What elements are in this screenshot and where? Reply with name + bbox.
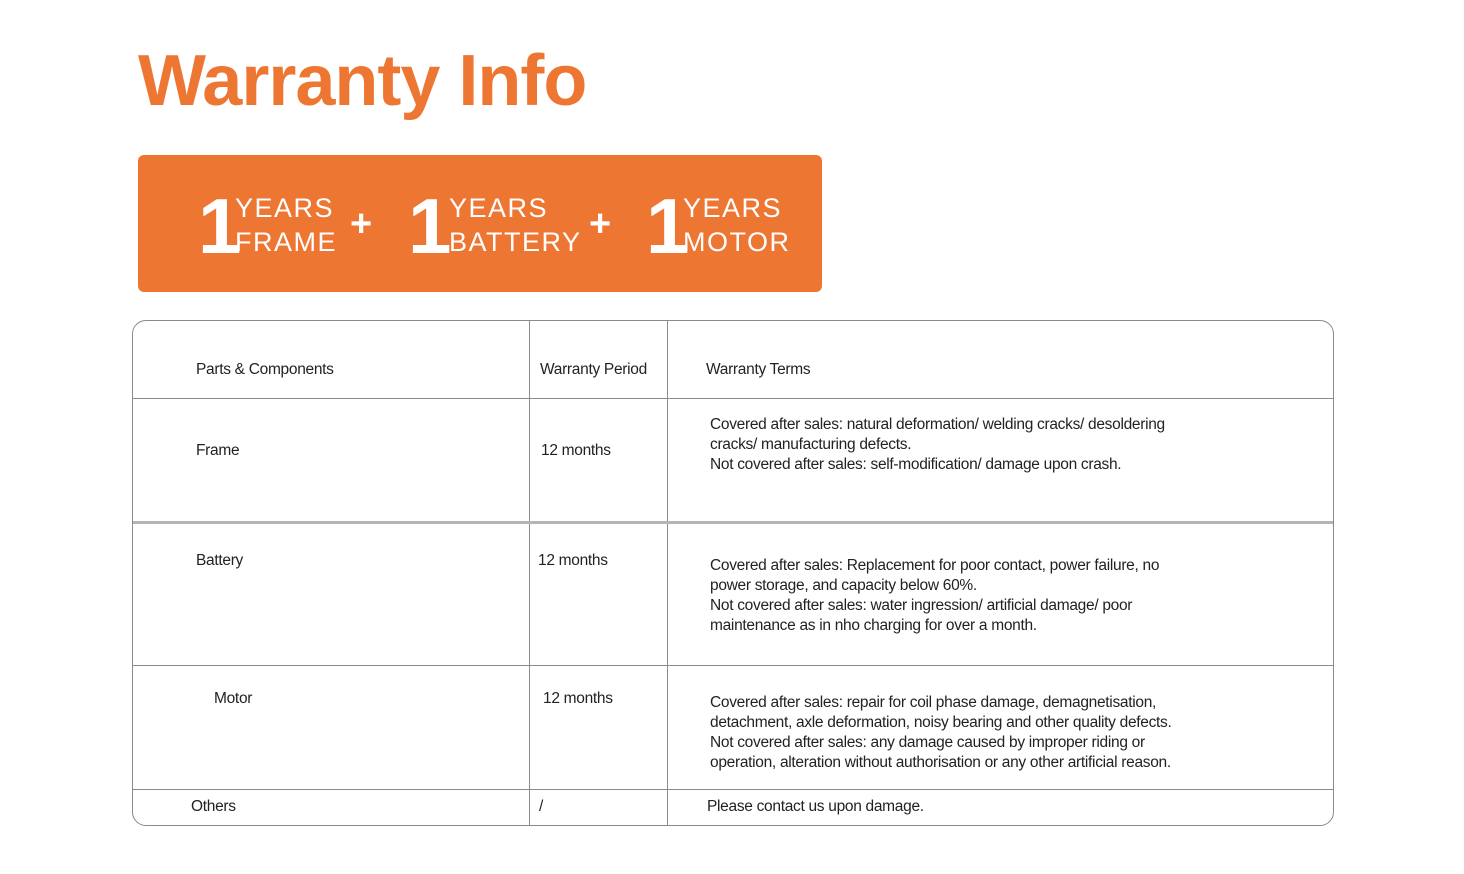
row-divider	[133, 521, 1333, 524]
row-divider	[133, 789, 1333, 790]
part-cell: Motor	[214, 690, 253, 707]
terms-line: Please contact us upon damage.	[707, 798, 924, 815]
period-cell: 12 months	[543, 690, 613, 707]
header-cell: Parts & Components	[196, 361, 334, 378]
terms-line: maintenance as in nho charging for over …	[710, 617, 1037, 634]
part-cell: Others	[191, 798, 236, 815]
years-unit: YEARS	[683, 193, 783, 223]
terms-line: Not covered after sales: any damage caus…	[710, 734, 1145, 751]
covered-part: BATTERY	[449, 227, 582, 257]
column-divider	[529, 321, 530, 825]
terms-line: operation, alteration without authorisat…	[710, 754, 1171, 771]
header-cell: Warranty Terms	[706, 361, 811, 378]
terms-line: Covered after sales: Replacement for poo…	[710, 557, 1160, 574]
terms-line: detachment, axle deformation, noisy bear…	[710, 714, 1172, 731]
covered-part: MOTOR	[683, 227, 791, 257]
years-number: 1	[198, 182, 242, 270]
title: Warranty Info	[138, 41, 587, 121]
plus-sign: +	[350, 203, 373, 245]
terms-line: Not covered after sales: water ingressio…	[710, 597, 1133, 614]
terms-line: Covered after sales: repair for coil pha…	[710, 694, 1157, 711]
years-number: 1	[646, 182, 690, 270]
column-divider	[667, 321, 668, 825]
row-divider	[133, 398, 1333, 399]
terms-line: cracks/ manufacturing defects.	[710, 436, 912, 453]
years-unit: YEARS	[235, 193, 335, 223]
header-cell: Warranty Period	[540, 361, 647, 378]
warranty-table: Parts & Components Warranty Period Warrant…	[132, 320, 1334, 826]
terms-line: Covered after sales: natural deformation…	[710, 416, 1165, 433]
part-cell: Frame	[196, 442, 240, 459]
years-unit: YEARS	[449, 193, 549, 223]
covered-part: FRAME	[235, 227, 337, 257]
period-cell: 12 months	[541, 442, 611, 459]
years-number: 1	[408, 182, 452, 270]
period-cell: /	[539, 798, 544, 815]
plus-sign: +	[589, 203, 612, 245]
terms-line: Not covered after sales: self-modificati…	[710, 456, 1122, 473]
part-cell: Battery	[196, 552, 244, 569]
row-divider	[133, 665, 1333, 666]
period-cell: 12 months	[538, 552, 608, 569]
terms-line: power storage, and capacity below 60%.	[710, 577, 977, 594]
warranty-banner: 1 YEARS FRAME +1 YEARS BATTERY +1 YEARS MOTOR	[138, 155, 822, 292]
